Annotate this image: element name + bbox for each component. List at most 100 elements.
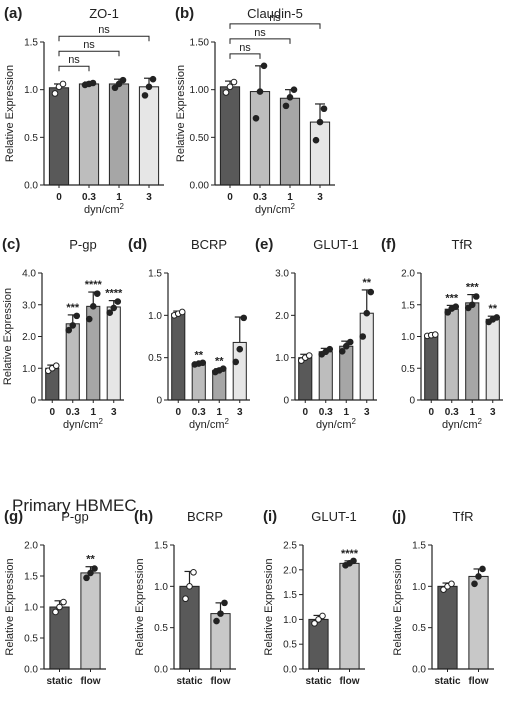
panel-c-bar-3 <box>106 306 121 401</box>
panel-e-point-2-0 <box>338 348 346 355</box>
panel-e-point-3-2 <box>367 288 375 296</box>
panel-e-xtick-label-2: 1 <box>343 407 349 418</box>
panel-j-ylabel: Relative Expression <box>392 558 404 655</box>
panel-b-bar-3 <box>309 121 331 186</box>
panel-g-ytick-label-4: 2.0 <box>24 541 38 552</box>
panel-b-xtick-label-1: 0.3 <box>253 192 267 203</box>
panel-c-point-1-1 <box>69 322 77 329</box>
panel-f-letter: (f) <box>381 236 396 253</box>
panel-d-sig-2: ** <box>215 356 224 368</box>
panel-d-point-1-2 <box>199 359 207 367</box>
panel-i-sig-1: **** <box>341 548 359 560</box>
panel-f-ytick-label-0: 0 <box>409 396 415 407</box>
panel-a-bracket-0 <box>58 65 90 72</box>
panel-i-ytick-label-2: 1.0 <box>283 615 297 626</box>
panel-j-bar-0 <box>437 585 458 670</box>
panel-e-point-3-0 <box>359 333 367 340</box>
panel-e-point-2-2 <box>346 338 354 346</box>
panel-c-ytick-label-2: 2.0 <box>22 332 36 343</box>
panel-b-bar-2 <box>279 97 301 186</box>
panel-e-ytick-label-1: 1.0 <box>275 353 289 364</box>
panel-i-ytick-label-1: 0.5 <box>283 640 297 651</box>
panel-b-ytick-label-0: 0.00 <box>190 181 210 192</box>
panel-h-point-0-2 <box>190 568 197 576</box>
panel-j-ytick-label-2: 1.0 <box>412 582 426 593</box>
panel-j-point-0-2 <box>448 580 455 588</box>
panel-f-sig-1: *** <box>445 292 459 304</box>
panel-e-point-2-1 <box>342 342 350 350</box>
panel-c-point-2-0 <box>85 315 93 323</box>
panel-b-title: Claudin-5 <box>247 6 303 21</box>
panel-i-bar-0 <box>308 618 329 670</box>
panel-c-title: P-gp <box>69 237 96 252</box>
panel-c-point-1-2 <box>73 312 81 320</box>
panel-j-xtick-label-1: flow <box>469 676 489 687</box>
panel-h-xtick-label-1: flow <box>211 676 231 687</box>
panel-a-bracket-2 <box>58 35 150 42</box>
panel-b-point-1-1 <box>256 88 264 95</box>
panel-f-point-1-2 <box>452 303 460 310</box>
panel-d-xtick-label-0: 0 <box>175 407 181 418</box>
panel-a-bracket-label-1: ns <box>83 39 95 51</box>
panel-b-bracket-label-2: ns <box>269 12 281 24</box>
panel-i-bar-1 <box>339 562 360 670</box>
panel-h-ytick-label-3: 1.5 <box>154 541 168 552</box>
panel-g-xtick-label-1: flow <box>81 676 101 687</box>
panel-e-bar-3 <box>359 312 374 401</box>
panel-b-point-0-1 <box>226 83 234 91</box>
panel-a-ytick-label-0: 0.0 <box>24 181 38 192</box>
panel-i-point-1-2 <box>350 557 357 565</box>
panel-d-sig-1: ** <box>194 350 203 362</box>
panel-f-point-2-1 <box>468 301 476 309</box>
panel-a-ylabel: Relative Expression <box>4 65 16 162</box>
panel-e-bar-1 <box>318 351 333 401</box>
panel-d-point-3-0 <box>232 358 240 366</box>
panel-c-point-3-2 <box>114 298 122 305</box>
panel-j-title: TfR <box>453 509 474 524</box>
panel-d-point-0-2 <box>178 308 186 316</box>
panel-b-bracket-label-0: ns <box>239 42 251 54</box>
panel-d-xtick-label-3: 3 <box>237 407 243 418</box>
panel-d-ytick-label-1: 0.5 <box>148 353 162 364</box>
panel-c-point-0-2 <box>52 362 60 370</box>
panel-a-bar-0 <box>48 87 70 186</box>
panel-g-ytick-label-1: 0.5 <box>24 634 38 645</box>
panel-f-xlabel: dyn/cm2 <box>442 417 482 432</box>
panel-b-bracket-1 <box>229 38 291 44</box>
panel-f-bar-0 <box>424 334 439 401</box>
panel-d-xtick-label-2: 1 <box>216 407 222 418</box>
panel-i-ytick-label-5: 2.5 <box>283 541 297 552</box>
panel-a-point-0-0 <box>51 90 59 97</box>
panel-i-xtick-label-0: static <box>305 676 332 687</box>
panel-d-ytick-label-0: 0 <box>156 396 162 407</box>
panel-b-point-2-1 <box>286 93 294 101</box>
panel-h-point-1-0 <box>213 617 220 625</box>
panel-b-ytick-label-2: 1.00 <box>190 85 210 96</box>
panel-c-xtick-label-0: 0 <box>49 407 55 418</box>
panel-a-bracket-label-0: ns <box>68 54 80 66</box>
panel-e-xtick-label-1: 0.3 <box>319 407 333 418</box>
panel-b-point-0-2 <box>230 78 238 86</box>
panel-b-bar-1 <box>249 91 271 186</box>
panel-i-point-0-1 <box>315 616 322 623</box>
panel-c-letter: (c) <box>2 236 20 253</box>
panel-g-bar-1 <box>80 572 101 670</box>
panel-f-point-2-2 <box>472 293 480 300</box>
panel-f-xtick-label-1: 0.3 <box>445 407 459 418</box>
panel-f-point-0-2 <box>431 331 439 338</box>
panel-g-letter: (g) <box>4 508 23 525</box>
panel-e-xlabel: dyn/cm2 <box>316 417 356 432</box>
panel-h-point-0-0 <box>182 595 189 603</box>
panel-c-bar-1 <box>65 323 80 401</box>
panel-b-xtick-label-2: 1 <box>287 192 293 203</box>
panel-b-point-3-1 <box>316 118 324 126</box>
panel-a-point-1-2 <box>89 79 97 87</box>
panel-a-point-2-2 <box>119 76 127 84</box>
panel-g-point-0-1 <box>56 603 63 611</box>
panel-c-ytick-label-0: 0 <box>30 396 36 407</box>
panel-d-ytick-label-2: 1.0 <box>148 311 162 322</box>
panel-b-bracket-2 <box>229 23 321 29</box>
panel-c-sig-3: **** <box>105 288 123 300</box>
panel-a-ytick-label-1: 0.5 <box>24 133 38 144</box>
panel-c-point-2-1 <box>89 303 97 310</box>
